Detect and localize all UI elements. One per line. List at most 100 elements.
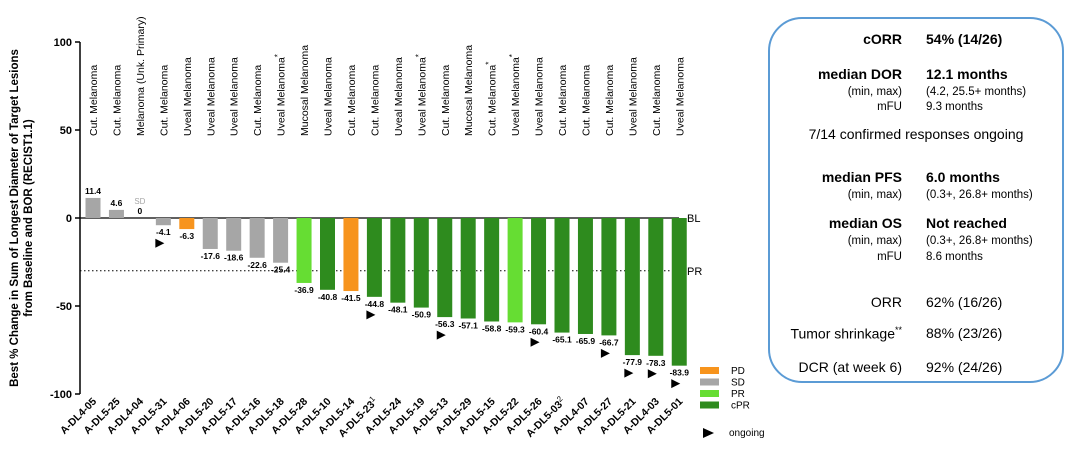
diagnosis-label: Cut. Melanoma	[604, 65, 616, 136]
ongoing-marker	[624, 368, 634, 378]
bar	[601, 218, 617, 336]
bar-value-label: -59.3	[505, 324, 525, 334]
diagnosis-label: Uveal Melanoma	[393, 57, 405, 136]
diagnosis-label: Cut. Melanoma	[369, 65, 381, 136]
diagnosis-label: Uveal Melanoma	[534, 57, 546, 136]
diagnosis-label: Melanoma (Unk. Primary)	[135, 16, 147, 136]
legend-swatch-pr	[700, 390, 719, 397]
legend-label-pd: PD	[731, 366, 745, 377]
bar-value-label: -57.1	[459, 320, 479, 330]
diagnosis-label: Uveal Melanoma	[229, 57, 241, 136]
bar-value-label: 0	[138, 206, 143, 216]
bar	[108, 209, 124, 218]
bar-value-label: -18.6	[224, 253, 244, 263]
bar	[531, 218, 547, 325]
diagnosis-label: Cut. Melanoma	[346, 65, 358, 136]
pfs-value: 6.0 months	[926, 169, 1000, 185]
y-tick-label: 50	[60, 125, 72, 137]
bar-value-label: -6.3	[179, 231, 194, 241]
bar-value-label: -4.1	[156, 227, 171, 237]
os-mfu-value: 8.6 months	[926, 251, 983, 263]
bar-value-label: -41.5	[341, 293, 361, 303]
os-mfu-label: mFU	[877, 251, 902, 263]
ongoing-marker	[671, 379, 681, 389]
y-tick-label: -100	[50, 389, 72, 401]
bar-value-label: -48.1	[388, 305, 408, 315]
ongoing-marker	[155, 238, 165, 248]
dor-range-label: (min, max)	[847, 86, 902, 98]
dor-label: median DOR	[817, 66, 902, 82]
bar-note-label: SD	[134, 197, 145, 206]
bar-value-label: -83.9	[670, 368, 690, 378]
ongoing-marker	[647, 369, 657, 379]
os-label: median OS	[828, 215, 902, 231]
bar-value-label: -65.9	[576, 336, 596, 346]
dor-mfu-label: mFU	[877, 101, 902, 113]
diagnosis-label: Uveal Melanoma	[205, 57, 217, 136]
bar	[437, 218, 453, 318]
diagnosis-label: Cut. Melanoma*	[485, 62, 499, 136]
tumor-shrinkage-footnote: **	[894, 325, 902, 335]
y-axis-title: Best % Change in Sum of Longest Diameter…	[9, 49, 35, 387]
bar-value-label: -78.3	[646, 358, 666, 368]
legend-label-pr: PR	[731, 389, 745, 400]
legend-label-sd: SD	[731, 378, 745, 389]
dcr-value: 92% (24/26)	[926, 359, 1003, 375]
diagnosis-label: Uveal Melanoma	[627, 57, 639, 136]
reference-label-pr: PR	[687, 266, 702, 278]
ongoing-marker	[366, 310, 376, 320]
dor-mfu-value: 9.3 months	[926, 101, 983, 113]
bar	[648, 218, 664, 356]
bar-value-label: -36.9	[294, 285, 314, 295]
diagnosis-label: Mucosal Melanoma	[463, 45, 475, 136]
bar	[554, 218, 570, 333]
legend-swatch-pd	[700, 367, 719, 374]
tumor-shrinkage-label: Tumor shrinkage**	[790, 325, 902, 342]
ongoing-marker	[600, 348, 610, 358]
orr-label: ORR	[870, 294, 902, 310]
bar	[202, 218, 218, 249]
tumor-shrinkage-value: 88% (23/26)	[926, 325, 1003, 341]
reference-label-bl: BL	[687, 213, 700, 225]
diagnosis-label: Uveal Melanoma*	[274, 54, 288, 136]
bar-value-label: -44.8	[365, 299, 385, 309]
legend-swatch-sd	[700, 378, 719, 386]
diagnosis-label: Uveal Melanoma	[674, 57, 686, 136]
os-range-value: (0.3+, 26.8+ months)	[926, 235, 1033, 247]
diagnosis-label: Cut. Melanoma	[440, 65, 452, 136]
bar-value-label: -17.6	[201, 251, 221, 261]
bar	[85, 197, 101, 218]
bar	[155, 218, 171, 226]
bar	[273, 218, 289, 263]
ongoing-note: 7/14 confirmed responses ongoing	[808, 126, 1024, 142]
diagnosis-label: Uveal Melanoma*	[508, 54, 522, 136]
diagnosis-label: Cut. Melanoma	[111, 65, 123, 136]
bar	[390, 218, 406, 303]
legend-label-cpr: cPR	[731, 401, 750, 412]
pfs-label: median PFS	[821, 169, 902, 185]
diagnosis-label: Uveal Melanoma	[323, 57, 335, 136]
diagnosis-label: Uveal Melanoma*	[414, 54, 428, 136]
legend-label-ongoing: ongoing	[729, 428, 765, 439]
bar-value-label: -60.4	[529, 326, 549, 336]
bar-value-label: 4.6	[111, 198, 123, 208]
legend-ongoing-marker	[703, 428, 714, 438]
diagnosis-label: Cut. Melanoma	[557, 65, 569, 136]
dor-value: 12.1 months	[926, 66, 1008, 82]
bar-value-label: -77.9	[623, 357, 643, 367]
bar	[460, 218, 476, 319]
bar-value-label: -56.3	[435, 319, 455, 329]
bar	[296, 218, 312, 283]
diagnosis-label: Cut. Melanoma	[252, 65, 264, 136]
bar-value-label: -25.4	[271, 265, 291, 275]
ongoing-marker	[436, 330, 446, 340]
diagnosis-label: Cut. Melanoma	[88, 65, 100, 136]
bar-value-label: -22.6	[247, 260, 267, 270]
y-tick-label: 0	[66, 213, 72, 225]
os-range-label: (min, max)	[847, 235, 902, 247]
bar	[624, 218, 640, 356]
bar	[671, 218, 687, 366]
bar-value-label: -58.8	[482, 323, 502, 333]
bar	[320, 218, 335, 290]
